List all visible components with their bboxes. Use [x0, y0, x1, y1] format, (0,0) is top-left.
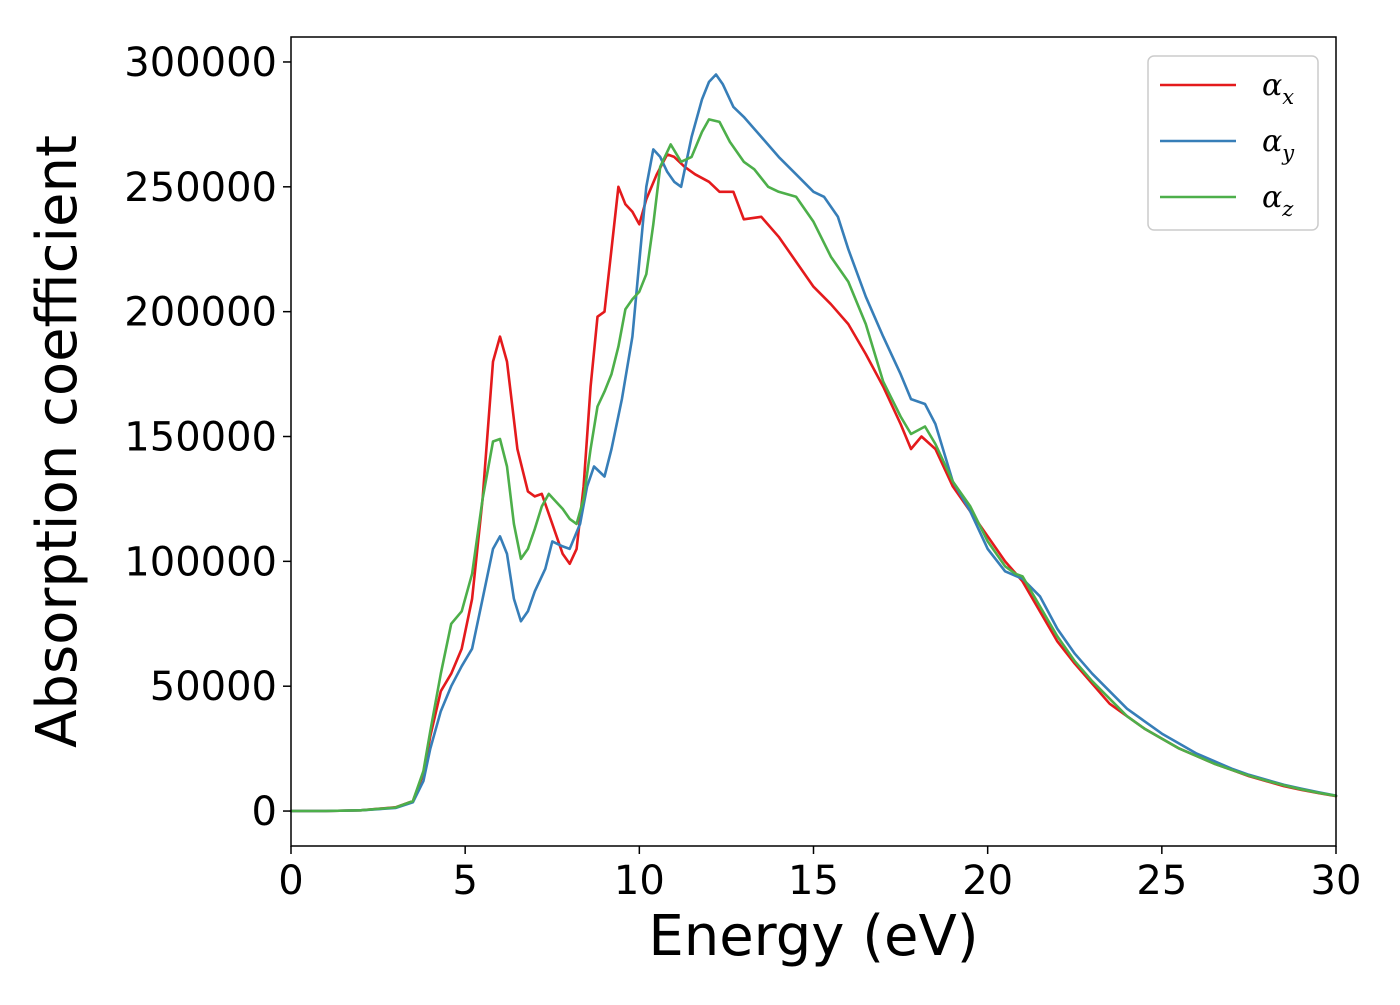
x-tick-label: 25: [1136, 858, 1187, 904]
legend-label: αy: [1262, 124, 1295, 165]
legend-symbol: α: [1262, 124, 1282, 159]
y-tick-label: 50000: [150, 664, 277, 710]
legend-label: αz: [1262, 180, 1294, 221]
x-tick-label: 0: [278, 858, 303, 904]
legend-item-y: αy: [1160, 124, 1295, 165]
legend-item-z: αz: [1160, 180, 1294, 221]
y-tick-label: 0: [252, 789, 277, 835]
y-tick-label: 300000: [124, 40, 277, 86]
y-tick-label: 150000: [124, 415, 277, 461]
legend-subscript: x: [1282, 85, 1294, 109]
legend-label: αx: [1262, 68, 1294, 109]
legend-box: [1147, 55, 1319, 231]
x-axis-title: Energy (eV): [648, 904, 978, 969]
x-tick-label: 5: [452, 858, 477, 904]
legend-subscript: y: [1281, 141, 1295, 165]
x-tick-label: 10: [614, 858, 665, 904]
series-line-x: [289, 153, 1338, 813]
y-tick-label: 250000: [124, 165, 277, 211]
series-line-z: [289, 118, 1338, 813]
legend-symbol: α: [1262, 68, 1282, 103]
legend-item-x: αx: [1160, 68, 1294, 109]
series-layer: [289, 73, 1338, 813]
x-tick-label: 15: [788, 858, 839, 904]
series-line-y: [289, 73, 1338, 813]
x-tick-label: 20: [962, 858, 1013, 904]
ticks-layer: 0 5 10 15 20 25 30 0 50000 100000 150000 200000 2500…: [124, 40, 1361, 904]
y-tick-label: 200000: [124, 290, 277, 336]
y-axis-title: Absorption coefficient: [25, 135, 90, 748]
legend-subscript: z: [1281, 197, 1294, 221]
legend-symbol: α: [1262, 180, 1282, 215]
x-tick-label: 30: [1311, 858, 1362, 904]
y-tick-label: 100000: [124, 539, 277, 585]
